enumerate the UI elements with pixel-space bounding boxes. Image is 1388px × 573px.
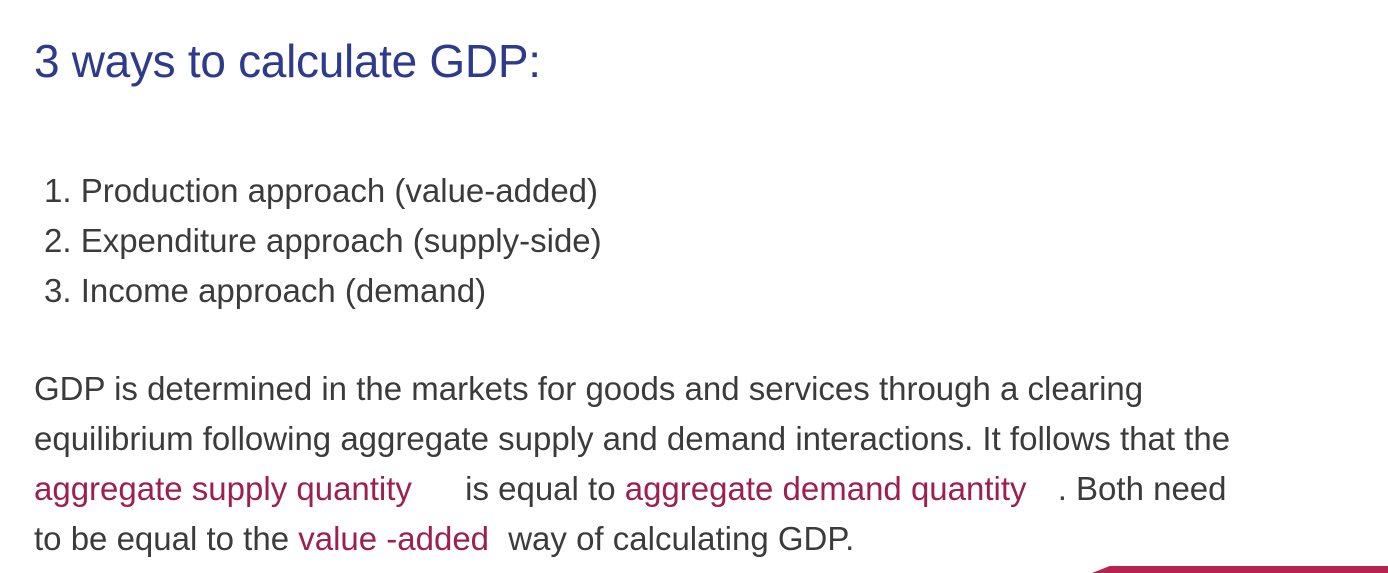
gdp-explanation-paragraph: GDP is determined in the markets for goo… bbox=[34, 364, 1374, 564]
paragraph-text-both-need: . Both need bbox=[1057, 470, 1227, 507]
paragraph-line-3: aggregate supply quantity is equal to ag… bbox=[34, 464, 1374, 514]
highlight-aggregate-demand-quantity: aggregate demand quantity bbox=[624, 470, 1027, 507]
list-item: 1. Production approach (value-added) bbox=[44, 172, 599, 209]
paragraph-line-1: GDP is determined in the markets for goo… bbox=[34, 370, 1144, 407]
paragraph-text-end: way of calculating GDP. bbox=[508, 520, 855, 557]
corner-accent-bar bbox=[1092, 566, 1388, 573]
highlight-value-added: value -added bbox=[298, 520, 490, 557]
paragraph-text-equal: is equal to bbox=[465, 470, 616, 507]
paragraph-text-to-be: to be equal to the bbox=[34, 520, 290, 557]
list-item: 2. Expenditure approach (supply-side) bbox=[44, 222, 602, 259]
approaches-list: 1. Production approach (value-added) 2. … bbox=[44, 166, 602, 316]
paragraph-line-4: to be equal to the value -added way of c… bbox=[34, 514, 1374, 564]
paragraph-line-2: equilibrium following aggregate supply a… bbox=[34, 420, 1231, 457]
page-title: 3 ways to calculate GDP: bbox=[34, 35, 541, 87]
list-item: 3. Income approach (demand) bbox=[44, 272, 487, 309]
highlight-aggregate-supply-quantity: aggregate supply quantity bbox=[34, 470, 412, 507]
